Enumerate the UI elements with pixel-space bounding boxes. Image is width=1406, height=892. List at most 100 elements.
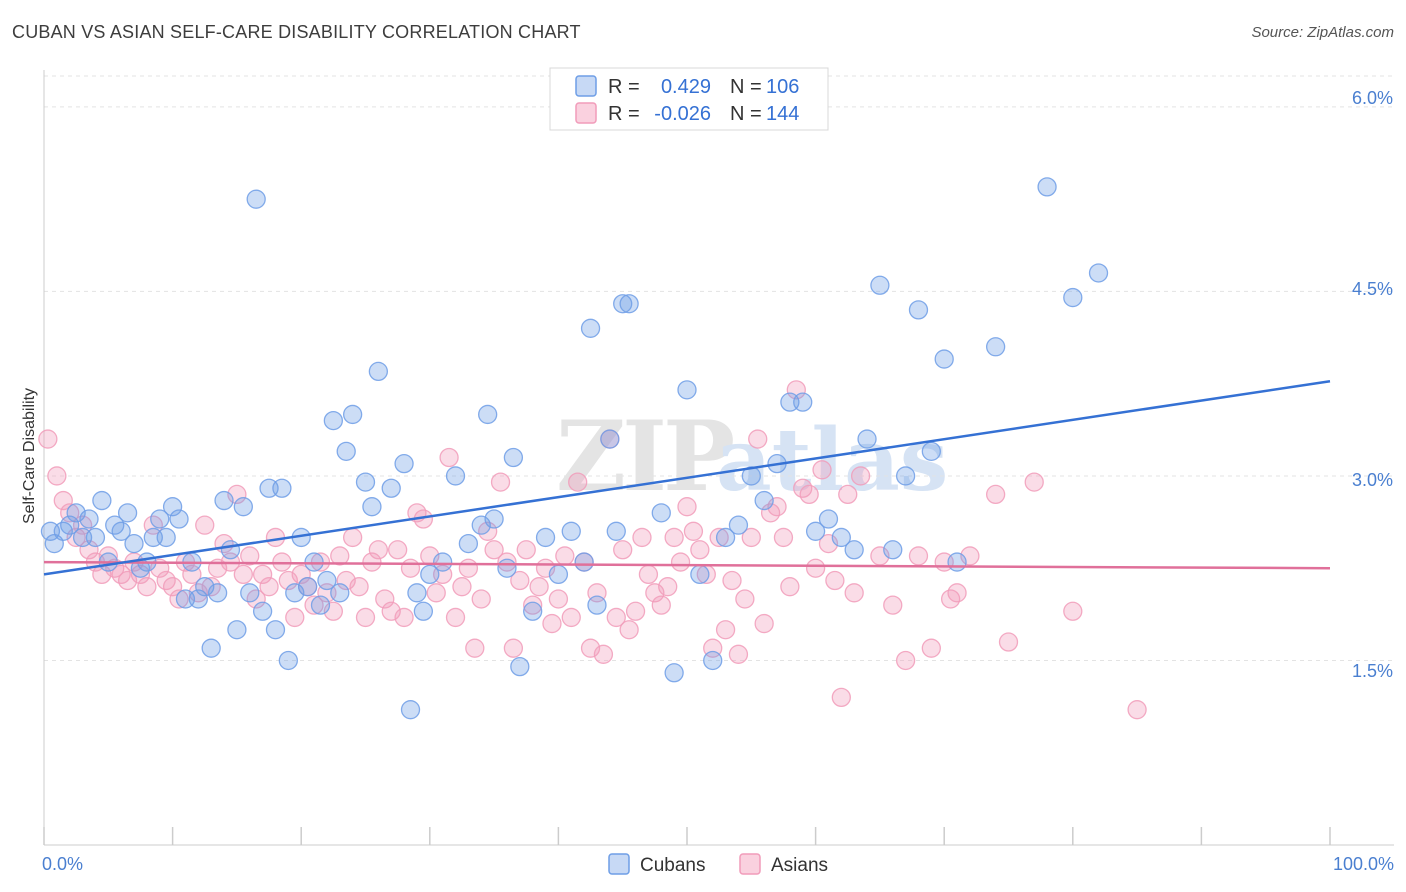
cubans-point-102 (1037, 177, 1057, 197)
asians-point-126 (850, 466, 871, 486)
asians-point-130 (908, 546, 929, 566)
asians-point-96 (658, 577, 678, 597)
asians-point-122 (825, 570, 845, 591)
asians-point-75 (523, 595, 543, 615)
cubans-point-82 (715, 527, 736, 548)
cubans-point-100 (947, 552, 967, 572)
asians-point-137 (998, 632, 1019, 652)
cubans-point-54 (407, 583, 427, 603)
asians-point-39 (291, 564, 311, 585)
asians-point-86 (593, 644, 614, 664)
cubans-point-18 (156, 527, 176, 548)
asians-point-31 (240, 546, 260, 566)
asians-point-100 (683, 521, 704, 541)
cubans-point-72 (587, 595, 607, 615)
asians-point-95 (651, 595, 671, 615)
asians-point-89 (613, 540, 633, 560)
asians-point-114 (773, 527, 794, 548)
asians-point-104 (709, 527, 729, 548)
cubans-point-79 (677, 380, 697, 400)
asians-point-2 (53, 490, 73, 511)
cubans-point-96 (895, 466, 916, 486)
cubans-point-103 (1063, 287, 1083, 308)
asians-point-106 (722, 570, 742, 591)
asians-point-90 (619, 620, 639, 640)
asians-point-131 (921, 638, 941, 658)
asians-point-123 (831, 687, 851, 708)
asians-point-110 (748, 429, 768, 449)
asians-point-129 (895, 650, 916, 671)
bottom-legend-swatch-asians (739, 853, 761, 875)
asians-point-105 (715, 620, 736, 640)
asians-point-19 (162, 577, 183, 597)
y-tick-label-4-5: 4.5% (1352, 279, 1393, 299)
asians-point-109 (741, 527, 761, 548)
cubans-point-23 (188, 589, 208, 609)
asians-point-128 (883, 595, 903, 615)
asians-point-65 (458, 558, 479, 578)
cubans-point-81 (703, 650, 723, 671)
cubans-point-69 (561, 521, 581, 541)
legend-n-value-cubans: 106 (766, 76, 799, 98)
legend-r-value-cubans: 0.429 (661, 76, 711, 98)
cubans-point-11 (111, 521, 131, 541)
cubans-point-8 (92, 490, 112, 511)
cubans-point-78 (664, 663, 684, 683)
asians-point-92 (632, 527, 652, 548)
legend-box: R = 0.429 N = 106 R = -0.026 N = 144 (549, 67, 829, 131)
cubans-point-99 (934, 349, 954, 369)
cubans-point-35 (265, 620, 286, 640)
cubans-point-42 (310, 595, 331, 615)
cubans-point-49 (362, 497, 382, 517)
cubans-point-37 (278, 650, 298, 671)
cubans-point-46 (336, 441, 356, 461)
cubans-point-66 (523, 601, 543, 621)
bottom-legend: Cubans Asians (608, 853, 828, 876)
bottom-legend-swatch-cubans (608, 853, 630, 875)
cubans-point-50 (368, 361, 389, 382)
asians-point-33 (252, 564, 273, 585)
cubans-point-3 (60, 515, 80, 535)
cubans-point-97 (908, 300, 929, 320)
asians-point-30 (233, 564, 253, 585)
asians-point-69 (484, 540, 504, 560)
cubans-point-75 (613, 294, 633, 314)
asians-point-48 (349, 577, 369, 597)
cubans-point-57 (433, 552, 453, 572)
asians-point-76 (529, 577, 549, 597)
asians-point-108 (735, 589, 755, 609)
asians-point-139 (1063, 601, 1083, 621)
cubans-point-27 (214, 490, 234, 511)
cubans-point-64 (503, 447, 524, 468)
cubans-point-30 (233, 497, 253, 517)
series-cubans (40, 177, 1109, 720)
cubans-point-53 (400, 700, 421, 720)
cubans-point-25 (201, 638, 221, 658)
cubans-point-43 (317, 570, 337, 591)
cubans-point-61 (478, 404, 498, 425)
trend-line-asians (43, 560, 1331, 570)
cubans-point-13 (124, 533, 144, 554)
asians-point-97 (664, 527, 684, 548)
asians-point-66 (465, 638, 485, 658)
cubans-point-28 (220, 540, 241, 560)
cubans-point-62 (484, 509, 504, 529)
asians-point-115 (780, 577, 800, 597)
cubans-point-47 (342, 404, 363, 425)
asians-point-34 (259, 577, 279, 597)
cubans-point-33 (252, 601, 273, 621)
cubans-point-95 (883, 540, 903, 560)
cubans-point-40 (297, 577, 318, 597)
cubans-point-80 (690, 564, 710, 585)
asians-point-74 (516, 540, 536, 560)
chart-title: CUBAN VS ASIAN SELF-CARE DISABILITY CORR… (12, 22, 581, 42)
cubans-point-65 (510, 656, 530, 677)
watermark: ZIP atlas (556, 400, 948, 513)
asians-point-88 (606, 607, 626, 628)
cubans-point-76 (619, 294, 639, 314)
asians-point-71 (497, 552, 517, 572)
asians-point-118 (799, 484, 819, 505)
cubans-point-70 (574, 552, 594, 572)
asians-point-56 (400, 558, 421, 578)
